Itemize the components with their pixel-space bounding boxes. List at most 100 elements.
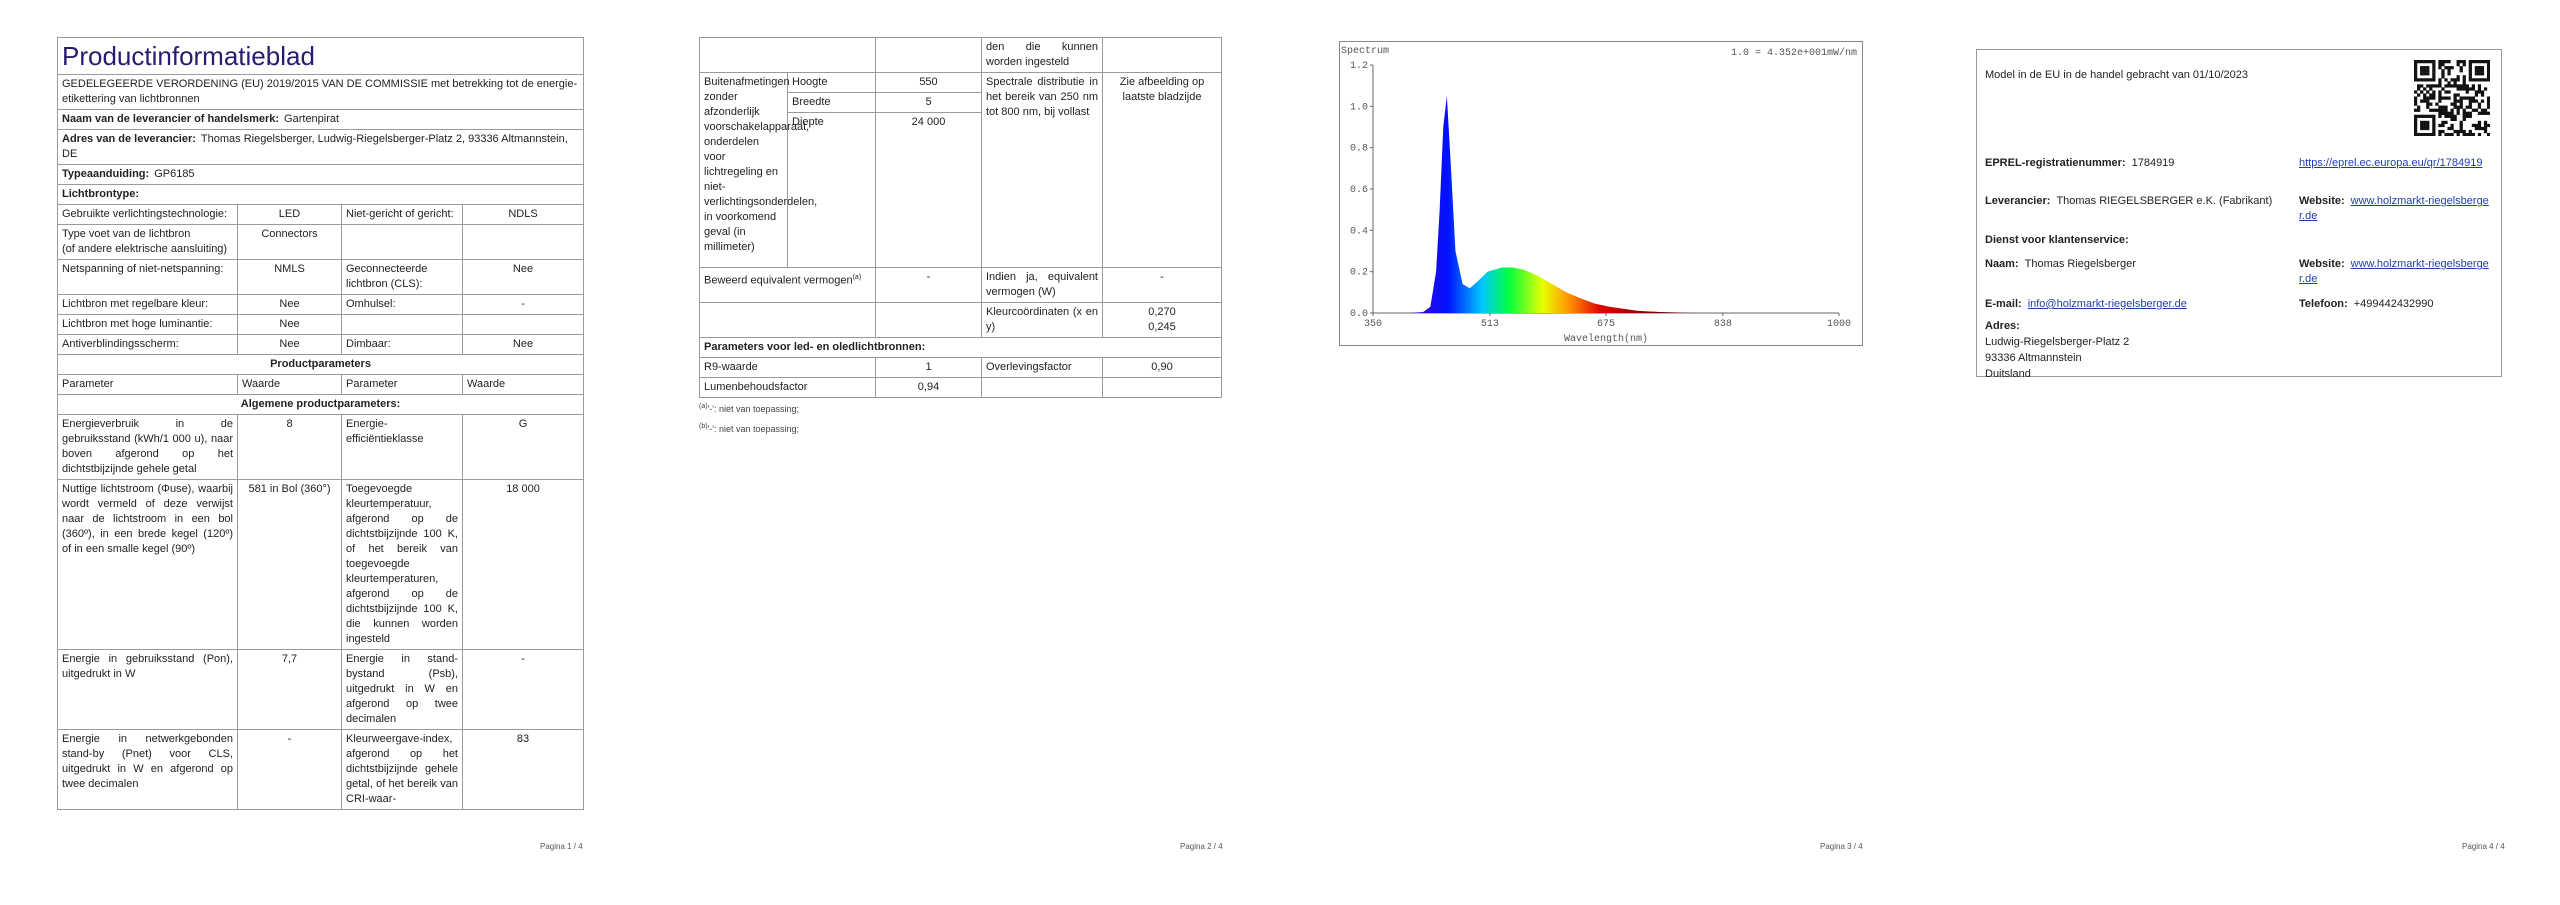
qr-module [2474, 126, 2479, 131]
qr-module [2453, 84, 2457, 88]
table-cell: G [461, 414, 584, 480]
qr-module [2447, 81, 2451, 85]
qr-module [2441, 63, 2445, 67]
qr-code [2414, 60, 2490, 136]
table-cell: 18 000 [461, 479, 584, 650]
qr-module [2423, 60, 2427, 64]
link[interactable]: https://eprel.ec.europa.eu/qr/1784919 [2299, 157, 2483, 169]
qr-module [2456, 93, 2460, 97]
address-line: 93336 Altmannstein [1985, 352, 2082, 364]
qr-module [2438, 129, 2442, 134]
qr-module [2441, 123, 2445, 128]
qr-module [2456, 105, 2460, 109]
qr-module [2465, 132, 2469, 136]
table-cell [461, 224, 584, 260]
qr-module [2417, 60, 2421, 64]
qr-module [2465, 114, 2469, 118]
qr-module [2471, 108, 2475, 112]
qr-module [2471, 132, 2475, 136]
qr-module [2480, 93, 2485, 97]
table-cell: - [461, 294, 584, 315]
qr-module [2423, 126, 2427, 131]
qr-module [2414, 75, 2418, 79]
qr-module [2471, 96, 2475, 100]
y-tick-label: 0.0 [1350, 309, 1368, 320]
table-cell: Energie in gebruiksstand (Pon), uitgedru… [57, 649, 238, 730]
qr-module [2486, 96, 2490, 100]
field: E-mail: info@holzmarkt-riegelsberger.de [1985, 297, 2285, 312]
qr-module [2486, 102, 2490, 106]
qr-module [2438, 66, 2442, 70]
qr-module [2441, 75, 2445, 79]
table-cell: Lichtbrontype: [57, 184, 584, 205]
qr-module [2414, 66, 2418, 70]
qr-module [2432, 90, 2436, 94]
qr-module [2435, 84, 2439, 88]
field-label: EPREL-registratienummer: [1985, 157, 2126, 169]
qr-module [2444, 111, 2448, 115]
page-2: den die kunnen worden ingesteld Buitenafm… [699, 37, 1222, 438]
page-number: Pagina 1 / 4 [540, 842, 583, 851]
qr-module [2441, 87, 2445, 91]
cell-line: (of andere elektrische aansluiting) [62, 243, 228, 255]
qr-module [2417, 78, 2421, 82]
qr-module [2474, 69, 2479, 73]
table-cell [981, 377, 1103, 398]
qr-module [2426, 123, 2430, 128]
field-label: Website: [2299, 195, 2345, 207]
qr-module [2447, 60, 2451, 64]
qr-module [2444, 66, 2448, 70]
table: Productinformatieblad GEDELEGEERDE VERORD… [57, 37, 584, 810]
qr-module [2432, 60, 2436, 64]
link[interactable]: www.holzmarkt-riegelsberger.de [2299, 258, 2489, 285]
table-row: Energie in gebruiksstand (Pon), uitgedru… [57, 649, 584, 730]
table-cell [341, 314, 463, 335]
qr-module [2462, 63, 2466, 67]
qr-module [2456, 84, 2460, 88]
y-tick-label: 0.8 [1350, 144, 1368, 155]
qr-module [2447, 69, 2451, 73]
heading-row: Parameters voor led- en oledlichtbronnen… [699, 337, 1222, 358]
qr-module [2417, 114, 2421, 118]
qr-module [2450, 66, 2454, 70]
qr-module [2477, 120, 2482, 125]
qr-module [2447, 111, 2451, 115]
qr-module [2474, 99, 2479, 103]
qr-module [2444, 114, 2448, 118]
qr-module [2477, 105, 2482, 109]
qr-module [2432, 93, 2436, 97]
qr-module [2423, 96, 2427, 100]
table-cell: Spectrale distributie in het bereik van … [981, 72, 1103, 268]
qr-module [2438, 90, 2442, 94]
table-cell: 24 000 [875, 112, 982, 268]
qr-module [2441, 72, 2445, 76]
qr-module [2450, 126, 2454, 131]
qr-module [2432, 72, 2436, 76]
link[interactable]: info@holzmarkt-riegelsberger.de [2027, 298, 2187, 310]
footnote: (a)'-': niet van toepassing; [699, 398, 1222, 418]
qr-module [2432, 129, 2436, 134]
qr-module [2432, 120, 2436, 125]
qr-module [2414, 69, 2418, 73]
qr-module [2462, 108, 2466, 112]
table-cell: Niet-gericht of gericht: [341, 204, 463, 225]
qr-module [2414, 60, 2418, 64]
qr-module [2468, 63, 2472, 67]
table-cell: Nee [461, 334, 584, 355]
qr-module [2480, 99, 2485, 103]
table-row: Netspanning of niet-netspanning: NMLS Geco… [57, 259, 584, 295]
qr-module [2429, 60, 2433, 64]
y-tick-label: 0.2 [1350, 268, 1368, 279]
table-cell: NDLS [461, 204, 584, 225]
link[interactable]: www.holzmarkt-riegelsberger.de [2299, 195, 2489, 222]
qr-module [2438, 81, 2442, 85]
qr-module [2462, 117, 2466, 121]
qr-module [2456, 60, 2460, 64]
qr-module [2453, 78, 2457, 82]
table-cell: GEDELEGEERDE VERORDENING (EU) 2019/2015 … [57, 74, 584, 110]
field: Naam: Thomas Riegelsberger [1985, 257, 2285, 272]
qr-module [2447, 132, 2451, 136]
table-cell: Kleurweergave-index, afgerond op het dic… [341, 729, 463, 810]
qr-module [2474, 123, 2479, 128]
qr-module [2438, 78, 2442, 82]
